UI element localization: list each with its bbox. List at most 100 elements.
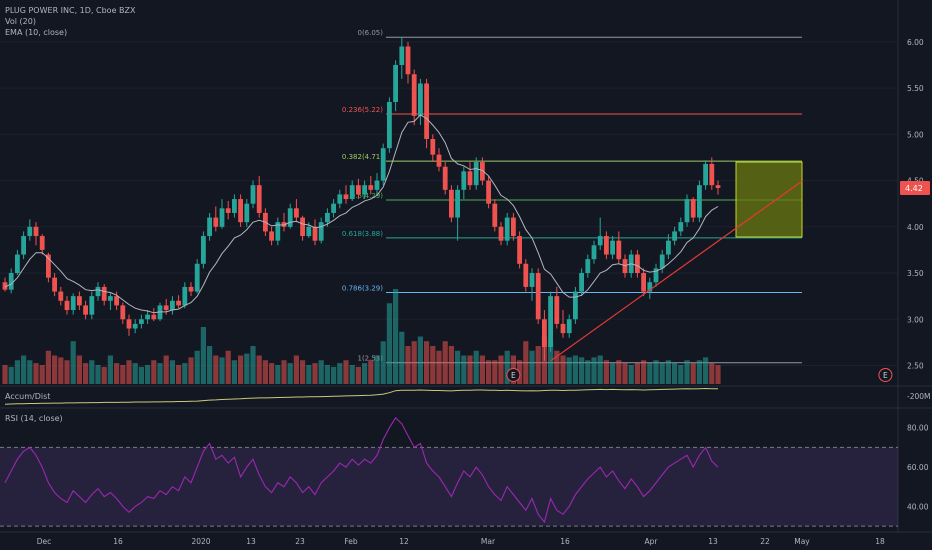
volume-bar — [64, 360, 70, 384]
candle-body — [635, 254, 640, 274]
candle-body — [188, 286, 194, 292]
candle-body — [8, 273, 14, 290]
volume-bar — [572, 355, 578, 384]
candle-body — [213, 217, 219, 227]
volume-bar — [200, 327, 206, 384]
candle-body — [207, 217, 212, 237]
volume-bar — [343, 360, 349, 384]
volume-bar — [126, 360, 132, 384]
candle-body — [542, 319, 547, 348]
volume-bar — [523, 341, 529, 384]
candle-body — [430, 138, 436, 155]
candle-body — [269, 231, 274, 241]
volume-bar — [641, 360, 647, 384]
time-tick-label: Apr — [645, 537, 659, 546]
rsi-band-background — [0, 447, 898, 527]
candle-body — [597, 236, 603, 246]
candle-body — [145, 314, 150, 320]
volume-bar — [709, 363, 715, 384]
candle-body — [678, 222, 684, 232]
volume-bar — [368, 360, 374, 384]
volume-bar — [300, 360, 306, 384]
candle-body — [114, 296, 119, 306]
earnings-marker[interactable] — [878, 368, 893, 382]
candle-body — [393, 64, 398, 102]
volume-bar — [182, 363, 188, 384]
candle-body — [52, 277, 57, 292]
accum-dist-line — [4, 387, 718, 405]
volume-bar — [455, 350, 461, 384]
earnings-marker-label: E — [511, 371, 516, 380]
volume-bar — [145, 365, 151, 384]
volume-bar — [498, 355, 504, 384]
last-price-label: 4.42 — [905, 184, 923, 193]
candle-body — [58, 291, 64, 301]
volume-bar — [132, 363, 138, 384]
candle-body — [126, 319, 132, 329]
volume-bar — [579, 357, 585, 384]
candle-body — [46, 254, 51, 278]
price-tick-label: 4.00 — [907, 223, 924, 232]
volume-bar — [610, 363, 616, 384]
candle-body — [139, 319, 144, 324]
candle-body — [64, 300, 70, 311]
rsi-tick-label: 60.00 — [907, 463, 929, 472]
candle-body — [703, 163, 708, 186]
volume-bar — [262, 360, 268, 384]
time-tick-label: 16 — [113, 537, 123, 546]
price-tick-label: 6.00 — [907, 38, 924, 47]
candle-body — [566, 319, 572, 334]
candle-body — [176, 300, 181, 306]
candle-body — [585, 259, 591, 274]
volume-bar — [33, 363, 39, 384]
candle-body — [219, 208, 225, 227]
volume-bar — [492, 360, 498, 384]
candle-body — [120, 305, 126, 320]
volume-bar — [399, 331, 405, 384]
volume-bar — [417, 336, 423, 384]
candle-body — [684, 199, 690, 223]
volume-bar — [238, 355, 244, 384]
earnings-marker[interactable] — [506, 368, 521, 382]
volume-bar — [696, 360, 702, 384]
volume-bar — [138, 366, 144, 384]
volume-bar — [95, 365, 101, 384]
accum-dist-label: Accum/Dist — [5, 392, 50, 401]
candle-body — [238, 199, 243, 223]
volume-bar — [467, 355, 473, 384]
volume-bar — [58, 357, 64, 384]
time-tick-label: May — [794, 537, 810, 546]
candle-body — [368, 185, 374, 190]
candle-body — [15, 254, 20, 274]
volume-bar — [554, 350, 560, 384]
volume-bar — [622, 363, 628, 384]
volume-bar — [275, 365, 281, 384]
earnings-marker-label: E — [883, 371, 888, 380]
volume-bar — [21, 355, 27, 384]
volume-bar — [244, 353, 250, 384]
volume-bar — [653, 360, 659, 384]
candle-body — [498, 226, 504, 241]
volume-bar — [349, 365, 355, 384]
ema-indicator-label: EMA (10, close) — [5, 28, 67, 37]
volume-bar — [207, 346, 213, 384]
volume-bar — [163, 355, 169, 384]
candle-body — [362, 185, 367, 195]
time-tick-label: 18 — [875, 537, 885, 546]
candle-body — [647, 282, 653, 292]
candle-body — [380, 148, 386, 181]
last-price-tag — [900, 180, 930, 195]
candle-body — [573, 291, 578, 320]
candle-body — [275, 222, 281, 241]
volume-bar — [318, 360, 324, 384]
candle-body — [641, 273, 646, 292]
candle-body — [163, 305, 169, 311]
candle-body — [455, 189, 460, 218]
candle-body — [294, 208, 299, 218]
volume-bar — [362, 363, 368, 384]
candle-body — [343, 194, 349, 200]
accum-dist-axis-label: -200M — [907, 392, 931, 401]
fib-level-label: 0.5(4.29) — [351, 192, 383, 200]
volume-bar — [269, 363, 275, 384]
ema-line — [4, 114, 719, 314]
